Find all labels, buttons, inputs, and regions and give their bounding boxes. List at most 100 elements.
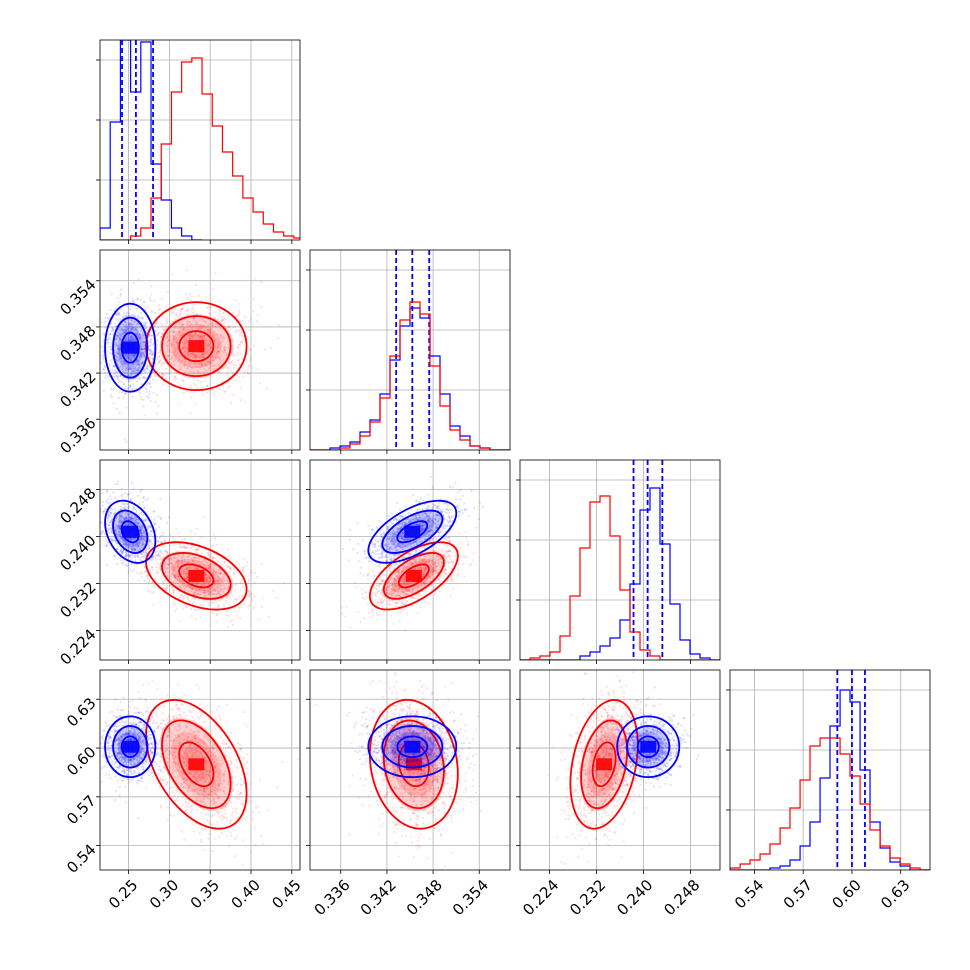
panel-frame [519,669,721,871]
contour-line [569,699,639,830]
histogram-series-0 [310,307,510,450]
hist-panel-3: 0.54 0.57 0.60 0.63 [726,669,931,912]
x-tick-label: 0.40 [228,876,264,912]
contour-line [120,735,140,759]
density-peak [405,569,422,582]
x-tick-label: 0.45 [268,876,304,912]
y-tick-label: 0.354 [57,276,100,319]
hist-panel-0 [96,39,301,244]
histogram-series-0 [520,487,720,660]
contour-line [636,735,660,759]
density-peak [640,740,657,753]
x-tick-label: 0.240 [613,876,656,919]
contour-line [161,552,232,600]
density-peak [188,340,205,353]
panel-frame [309,669,511,871]
contour-line [178,563,215,589]
contour-line [616,715,681,779]
contour-line [397,563,430,589]
density-peak [122,341,139,354]
panel-frame [519,459,721,661]
contour-line [145,541,248,611]
contour-line [396,735,429,759]
histogram-series-1 [310,301,510,450]
panel-frame [99,459,301,661]
density-peak [404,525,421,538]
histogram-series-0 [730,689,930,870]
scatter-panel-3-1: 0.336 0.342 0.348 0.354 [306,669,511,919]
y-tick-label: 0.342 [57,368,100,411]
density-peak [404,740,421,753]
contour-line [120,331,140,364]
density-peak [596,758,613,771]
contour-line [382,552,445,600]
contour-line [367,499,458,564]
panel-frame [309,459,511,661]
y-tick-label: 0.60 [63,743,99,779]
histogram-series-1 [730,737,930,870]
contour-line [381,509,444,554]
panel-frame [729,669,931,871]
contour-line [145,699,248,830]
panel-frame [99,39,301,241]
contour-line [104,302,157,393]
y-tick-label: 0.336 [57,414,100,457]
contour-line [368,699,459,830]
contour-line [368,541,459,611]
panel-frame [99,669,301,871]
y-tick-label: 0.248 [57,484,100,527]
y-tick-label: 0.57 [63,792,99,828]
scatter-panel-3-2: 0.224 0.232 0.240 0.248 [516,669,721,919]
x-tick-label: 0.336 [311,876,354,919]
y-tick-label: 0.63 [63,694,99,730]
hist-panel-2 [516,459,721,664]
histogram-series-1 [100,57,300,240]
x-tick-label: 0.63 [877,876,913,912]
contour-line [112,725,149,769]
x-tick-label: 0.354 [449,876,492,919]
x-tick-label: 0.342 [357,876,400,919]
x-tick-label: 0.232 [566,876,609,919]
contour-line [112,316,149,379]
contour-line [161,719,232,810]
contour-line [626,725,671,769]
contour-line [178,741,215,788]
contour-line [120,520,140,544]
scatter-panel-3-0: 0.25 0.30 0.35 0.40 0.45 0.54 0.57 0.60 0.63 [63,669,305,912]
contour-line [178,330,215,363]
x-tick-label: 0.60 [829,876,865,912]
y-tick-label: 0.232 [57,578,100,621]
x-tick-label: 0.35 [187,876,223,912]
y-tick-label: 0.54 [63,840,99,876]
contour-line [580,719,628,810]
density-peak [188,758,205,771]
contour-line [367,715,458,779]
x-tick-label: 0.348 [403,876,446,919]
contour-line [396,520,429,544]
density-peak [188,569,205,582]
contour-line [104,715,157,779]
x-tick-label: 0.57 [780,876,816,912]
density-peak [122,740,139,753]
contour-line [381,725,444,769]
contour-line [591,741,617,788]
contour-line [161,315,232,378]
y-tick-label: 0.240 [57,531,100,574]
x-tick-label: 0.248 [660,876,703,919]
x-tick-label: 0.30 [146,876,182,912]
scatter-panel-2-1 [306,459,511,664]
panel-frame [309,249,511,451]
histogram-series-1 [520,495,720,660]
histogram-series-0 [100,40,203,240]
x-tick-label: 0.25 [105,876,141,912]
x-tick-label: 0.54 [731,876,767,912]
panel-frame [99,249,301,451]
hist-panel-1 [306,249,511,454]
x-tick-label: 0.224 [519,876,562,919]
contour-line [104,499,157,564]
density-peak [122,525,139,538]
contour-line [145,301,248,392]
